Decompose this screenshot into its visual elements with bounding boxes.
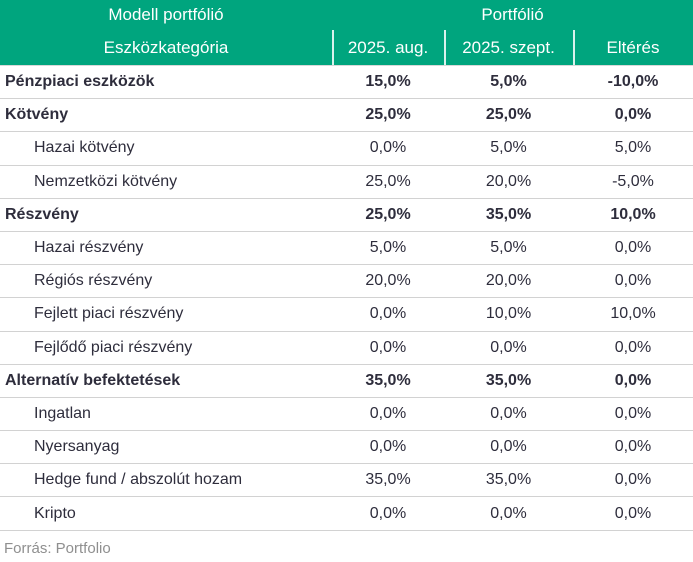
row-value: 25,0%: [365, 205, 411, 223]
row-label: Fejlett piaci részvény: [34, 305, 184, 323]
row-value: 0,0%: [490, 338, 527, 356]
table-body: Pénzpiaci eszközök 15,0% 5,0% -10,0% Kötvény…: [0, 66, 693, 531]
row-value: 0,0%: [369, 438, 407, 456]
row-value: 0,0%: [369, 504, 407, 522]
table-row: Részvény 25,0% 35,0% 10,0%: [0, 199, 693, 232]
row-value: 0,0%: [614, 471, 652, 489]
row-label: Ingatlan: [34, 404, 91, 422]
header-group-model-portfolio: Modell portfólió: [108, 5, 224, 24]
row-value: 25,0%: [485, 106, 532, 124]
row-label: Kötvény: [5, 106, 69, 124]
row-value: 5,0%: [490, 239, 527, 257]
row-value: -10,0%: [607, 73, 659, 91]
table-row: Ingatlan 0,0% 0,0% 0,0%: [0, 398, 693, 432]
row-label: Alternatív befektetések: [5, 371, 181, 389]
row-label: Fejlődő piaci részvény: [34, 338, 193, 356]
row-value: 5,0%: [614, 139, 652, 157]
row-value: 0,0%: [490, 438, 527, 456]
row-value: 5,0%: [490, 139, 527, 157]
column-header-2025-aug: 2025. aug.: [332, 30, 444, 65]
source-note: Forrás: Portfolio: [4, 539, 111, 557]
row-value: 0,0%: [614, 239, 652, 257]
table-row: Pénzpiaci eszközök 15,0% 5,0% -10,0%: [0, 66, 693, 100]
row-value: 0,0%: [369, 338, 407, 356]
header-group-row: Modell portfólió Portfólió: [0, 0, 693, 30]
row-value: 25,0%: [365, 106, 411, 124]
table-row: Hazai részvény 5,0% 5,0% 0,0%: [0, 232, 693, 266]
row-label: Részvény: [5, 205, 79, 223]
row-value: 0,0%: [614, 438, 652, 456]
table-row: Nemzetközi kötvény 25,0% 20,0% -5,0%: [0, 166, 693, 199]
row-label: Régiós részvény: [34, 272, 153, 290]
table-row: Alternatív befektetések 35,0% 35,0% 0,0%: [0, 365, 693, 398]
row-value: 0,0%: [614, 404, 652, 422]
row-label: Hazai kötvény: [34, 139, 135, 157]
row-value: 0,0%: [369, 404, 407, 422]
row-value: 0,0%: [369, 139, 407, 157]
row-value: -5,0%: [612, 172, 654, 190]
row-value: 35,0%: [485, 471, 532, 489]
column-header-difference: Eltérés: [573, 30, 693, 65]
column-header-asset-category: Eszközkategória: [103, 37, 229, 57]
row-value: 0,0%: [614, 272, 652, 290]
row-value: 10,0%: [610, 205, 656, 223]
row-label: Nyersanyag: [34, 438, 120, 456]
row-value: 0,0%: [614, 338, 652, 356]
row-value: 25,0%: [365, 172, 411, 190]
row-label: Pénzpiaci eszközök: [5, 73, 155, 91]
row-value: 0,0%: [614, 106, 652, 124]
table-row: Régiós részvény 20,0% 20,0% 0,0%: [0, 265, 693, 299]
table-row: Kötvény 25,0% 25,0% 0,0%: [0, 99, 693, 133]
row-value: 15,0%: [365, 73, 411, 91]
row-value: 0,0%: [614, 371, 652, 389]
row-label: Kripto: [34, 504, 76, 522]
row-value: 20,0%: [485, 172, 532, 190]
row-value: 20,0%: [485, 272, 532, 290]
table-row: Fejlődő piaci részvény 0,0% 0,0% 0,0%: [0, 332, 693, 365]
row-label: Nemzetközi kötvény: [34, 172, 178, 190]
row-value: 0,0%: [490, 404, 527, 422]
table-row: Fejlett piaci részvény 0,0% 10,0% 10,0%: [0, 298, 693, 332]
table-row: Hazai kötvény 0,0% 5,0% 5,0%: [0, 132, 693, 166]
row-value: 10,0%: [485, 305, 532, 323]
table-row: Nyersanyag 0,0% 0,0% 0,0%: [0, 431, 693, 465]
table-row: Kripto 0,0% 0,0% 0,0%: [0, 497, 693, 531]
column-header-2025-szept: 2025. szept.: [444, 30, 573, 65]
table-header: Modell portfólió Portfólió Eszközkategór…: [0, 0, 693, 66]
row-label: Hazai részvény: [34, 239, 144, 257]
row-value: 0,0%: [490, 504, 527, 522]
row-value: 5,0%: [369, 239, 407, 257]
row-label: Hedge fund / abszolút hozam: [34, 471, 243, 489]
row-value: 35,0%: [365, 471, 411, 489]
table-row: Hedge fund / abszolút hozam 35,0% 35,0% 0,0…: [0, 464, 693, 498]
row-value: 0,0%: [614, 504, 652, 522]
header-group-portfolio: Portfólió: [481, 5, 544, 24]
row-value: 20,0%: [365, 272, 411, 290]
row-value: 0,0%: [369, 305, 407, 323]
row-value: 35,0%: [485, 371, 532, 389]
row-value: 35,0%: [485, 205, 532, 223]
row-value: 5,0%: [490, 73, 527, 91]
row-value: 10,0%: [610, 305, 656, 323]
row-value: 35,0%: [365, 371, 411, 389]
header-column-row: Eszközkategória 2025. aug. 2025. szept. …: [0, 30, 693, 65]
